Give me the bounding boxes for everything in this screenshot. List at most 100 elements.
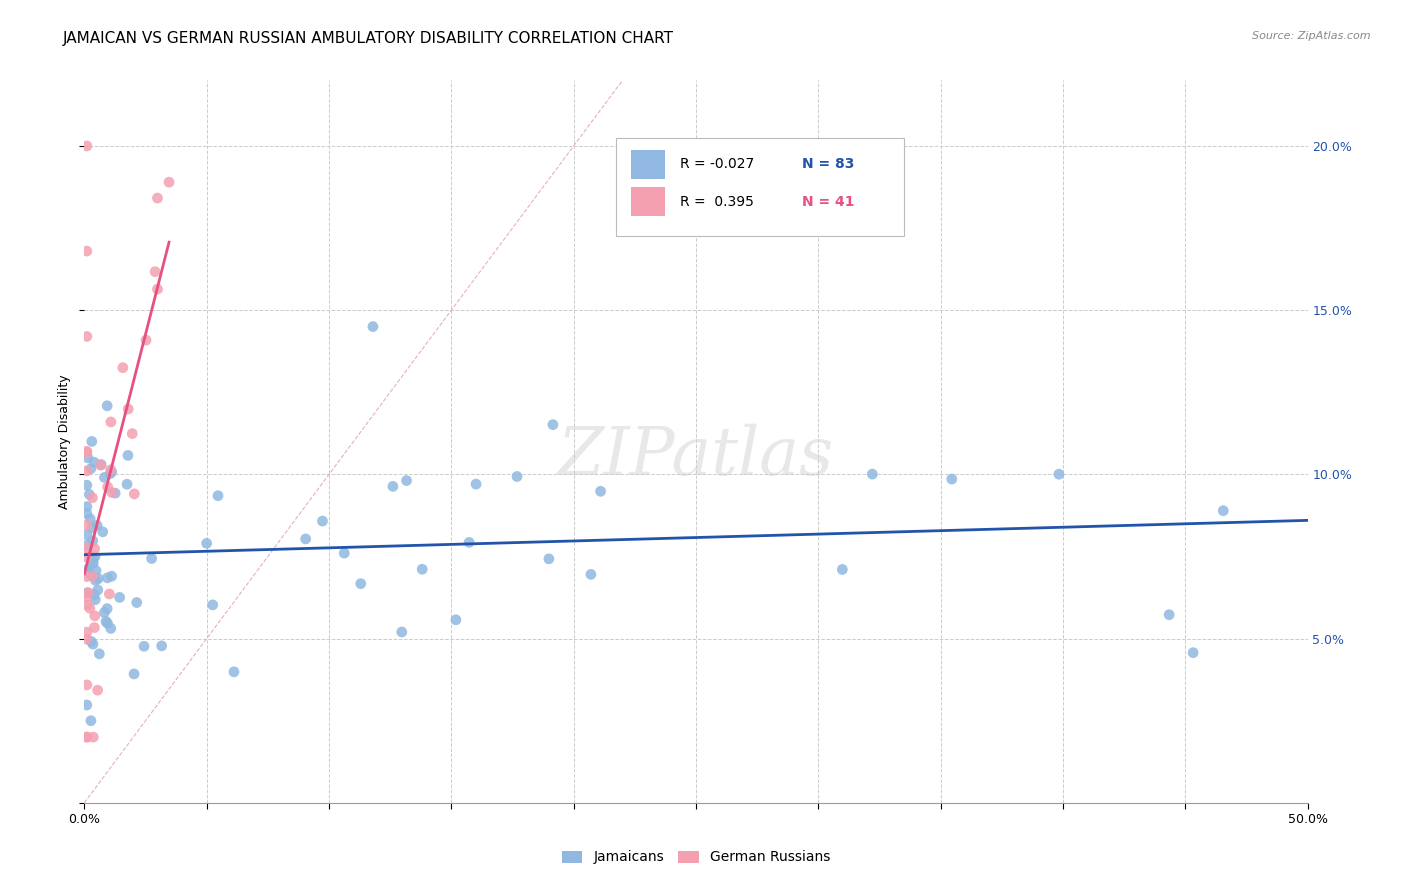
FancyBboxPatch shape <box>631 187 665 216</box>
Point <box>98 467 121 481</box>
Point <box>80 568 103 582</box>
Point <box>100 569 122 583</box>
FancyBboxPatch shape <box>616 138 904 235</box>
Point <box>91 524 114 539</box>
Point <box>80 634 103 648</box>
Point <box>941 472 963 486</box>
Point <box>76 678 98 692</box>
Point <box>96 571 118 585</box>
Point <box>82 491 104 505</box>
Point <box>76 244 98 258</box>
Text: JAMAICAN VS GERMAN RUSSIAN AMBULATORY DISABILITY CORRELATION CHART: JAMAICAN VS GERMAN RUSSIAN AMBULATORY DI… <box>63 31 675 46</box>
Point <box>82 533 104 548</box>
Point <box>76 139 98 153</box>
Point <box>411 562 433 576</box>
Point <box>76 586 98 600</box>
Point <box>84 574 107 588</box>
Point <box>222 665 245 679</box>
Point <box>117 449 139 463</box>
Point <box>96 399 118 413</box>
Point <box>195 536 218 550</box>
Point <box>76 632 98 646</box>
Point <box>76 444 98 458</box>
Point <box>77 565 100 579</box>
Point <box>76 527 98 541</box>
Point <box>108 591 131 605</box>
Point <box>94 615 117 629</box>
Point <box>157 175 180 189</box>
Point <box>506 469 529 483</box>
Point <box>76 445 98 459</box>
Point <box>1047 467 1070 482</box>
Point <box>80 434 103 449</box>
Point <box>141 551 163 566</box>
Point <box>444 613 467 627</box>
Point <box>89 647 111 661</box>
Point <box>76 563 98 577</box>
Text: R = -0.027: R = -0.027 <box>681 157 754 171</box>
Point <box>84 549 107 564</box>
Point <box>79 601 101 615</box>
Point <box>100 622 122 636</box>
Point <box>76 730 98 744</box>
Point <box>294 532 316 546</box>
Point <box>333 546 356 560</box>
Point <box>86 683 108 698</box>
Point <box>135 333 157 347</box>
Point <box>122 667 145 681</box>
Point <box>100 415 122 429</box>
Point <box>79 512 101 526</box>
Point <box>96 616 118 631</box>
Point <box>84 564 107 578</box>
Point <box>537 552 560 566</box>
Point <box>83 541 105 556</box>
Point <box>77 450 100 465</box>
Point <box>76 698 98 712</box>
Point <box>76 518 98 533</box>
Point <box>82 569 104 583</box>
Point <box>117 402 139 417</box>
Point <box>76 569 98 583</box>
Point <box>87 572 110 586</box>
Point <box>90 458 112 473</box>
Point <box>77 585 100 599</box>
Point <box>97 480 120 494</box>
Point <box>381 479 404 493</box>
Point <box>579 567 602 582</box>
Legend: Jamaicans, German Russians: Jamaicans, German Russians <box>561 850 831 864</box>
Point <box>361 319 384 334</box>
Text: ZIPatlas: ZIPatlas <box>558 424 834 489</box>
Point <box>76 591 98 605</box>
Point <box>395 474 418 488</box>
Point <box>146 191 169 205</box>
Point <box>96 601 118 615</box>
Point <box>80 714 103 728</box>
Point <box>143 265 166 279</box>
Point <box>84 592 107 607</box>
Point <box>82 556 104 570</box>
Point <box>76 625 98 640</box>
FancyBboxPatch shape <box>631 150 665 178</box>
Point <box>93 470 115 484</box>
Point <box>311 514 333 528</box>
Point <box>831 562 853 576</box>
Point <box>82 730 104 744</box>
Point <box>589 484 612 499</box>
Point <box>76 550 98 565</box>
Point <box>115 477 138 491</box>
Point <box>76 599 98 613</box>
Point <box>98 587 121 601</box>
Point <box>82 550 104 565</box>
Point <box>76 464 98 478</box>
Point <box>83 608 105 623</box>
Point <box>150 639 173 653</box>
Point <box>121 426 143 441</box>
Point <box>86 518 108 533</box>
Point <box>100 463 122 477</box>
Point <box>101 485 124 500</box>
Point <box>79 487 101 501</box>
Point <box>76 538 98 552</box>
Point <box>100 465 122 479</box>
Point <box>93 606 115 620</box>
Point <box>82 637 104 651</box>
